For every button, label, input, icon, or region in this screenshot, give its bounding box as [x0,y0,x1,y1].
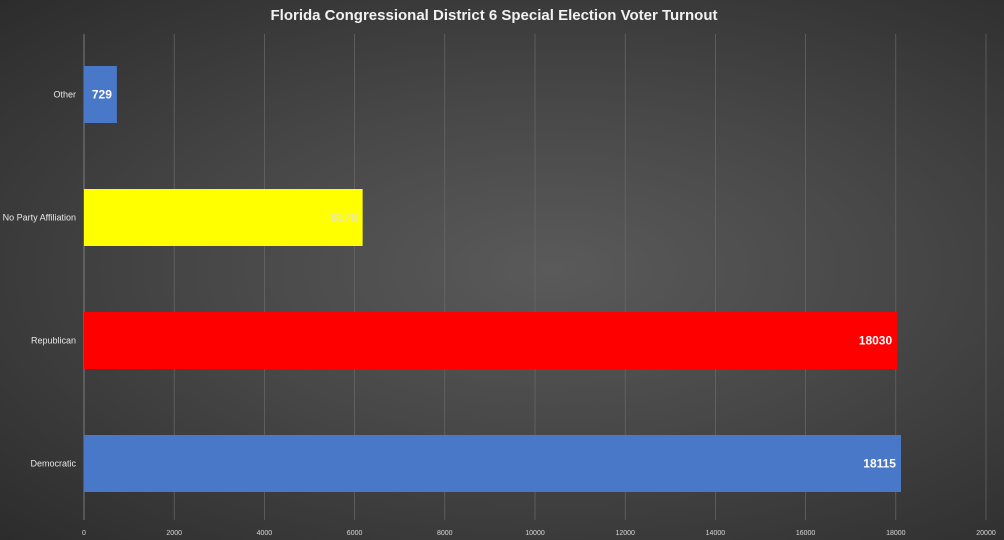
x-tick-label: 8000 [437,530,453,537]
x-tick-label: 10000 [525,530,545,537]
bar-no-party-affiliation [84,189,363,246]
x-tick-label: 2000 [166,530,182,537]
x-tick-label: 20000 [976,530,996,537]
x-tick-label: 18000 [886,530,906,537]
data-label: 729 [92,88,112,102]
category-label: Democratic [30,459,76,469]
data-label: 18030 [859,334,893,348]
category-label: Republican [31,336,76,346]
data-label: 6178 [331,211,358,225]
data-label: 18115 [863,457,896,471]
chart-title: Florida Congressional District 6 Special… [270,7,717,24]
x-tick-label: 12000 [615,530,635,537]
category-label: No Party Affiliation [3,213,76,223]
bar-republican [84,312,898,369]
x-tick-label: 14000 [706,530,726,537]
category-label: Other [53,90,76,100]
bar-other [84,66,117,123]
x-tick-label: 0 [82,530,86,537]
bar-democratic [84,435,901,492]
x-tick-label: 4000 [257,530,273,537]
x-tick-label: 16000 [796,530,816,537]
x-tick-label: 6000 [347,530,363,537]
